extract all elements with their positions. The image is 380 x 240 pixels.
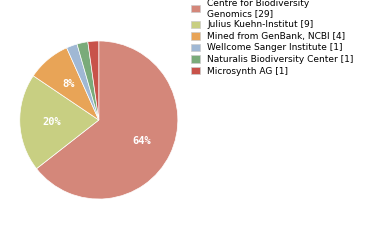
Text: 8%: 8% (62, 79, 74, 89)
Wedge shape (66, 44, 99, 120)
Wedge shape (36, 41, 178, 199)
Text: 64%: 64% (132, 136, 151, 146)
Legend: Centre for Biodiversity
Genomics [29], Julius Kuehn-Institut [9], Mined from Gen: Centre for Biodiversity Genomics [29], J… (190, 0, 355, 77)
Wedge shape (33, 48, 99, 120)
Wedge shape (77, 42, 99, 120)
Wedge shape (20, 76, 99, 169)
Wedge shape (88, 41, 99, 120)
Text: 20%: 20% (42, 117, 61, 127)
